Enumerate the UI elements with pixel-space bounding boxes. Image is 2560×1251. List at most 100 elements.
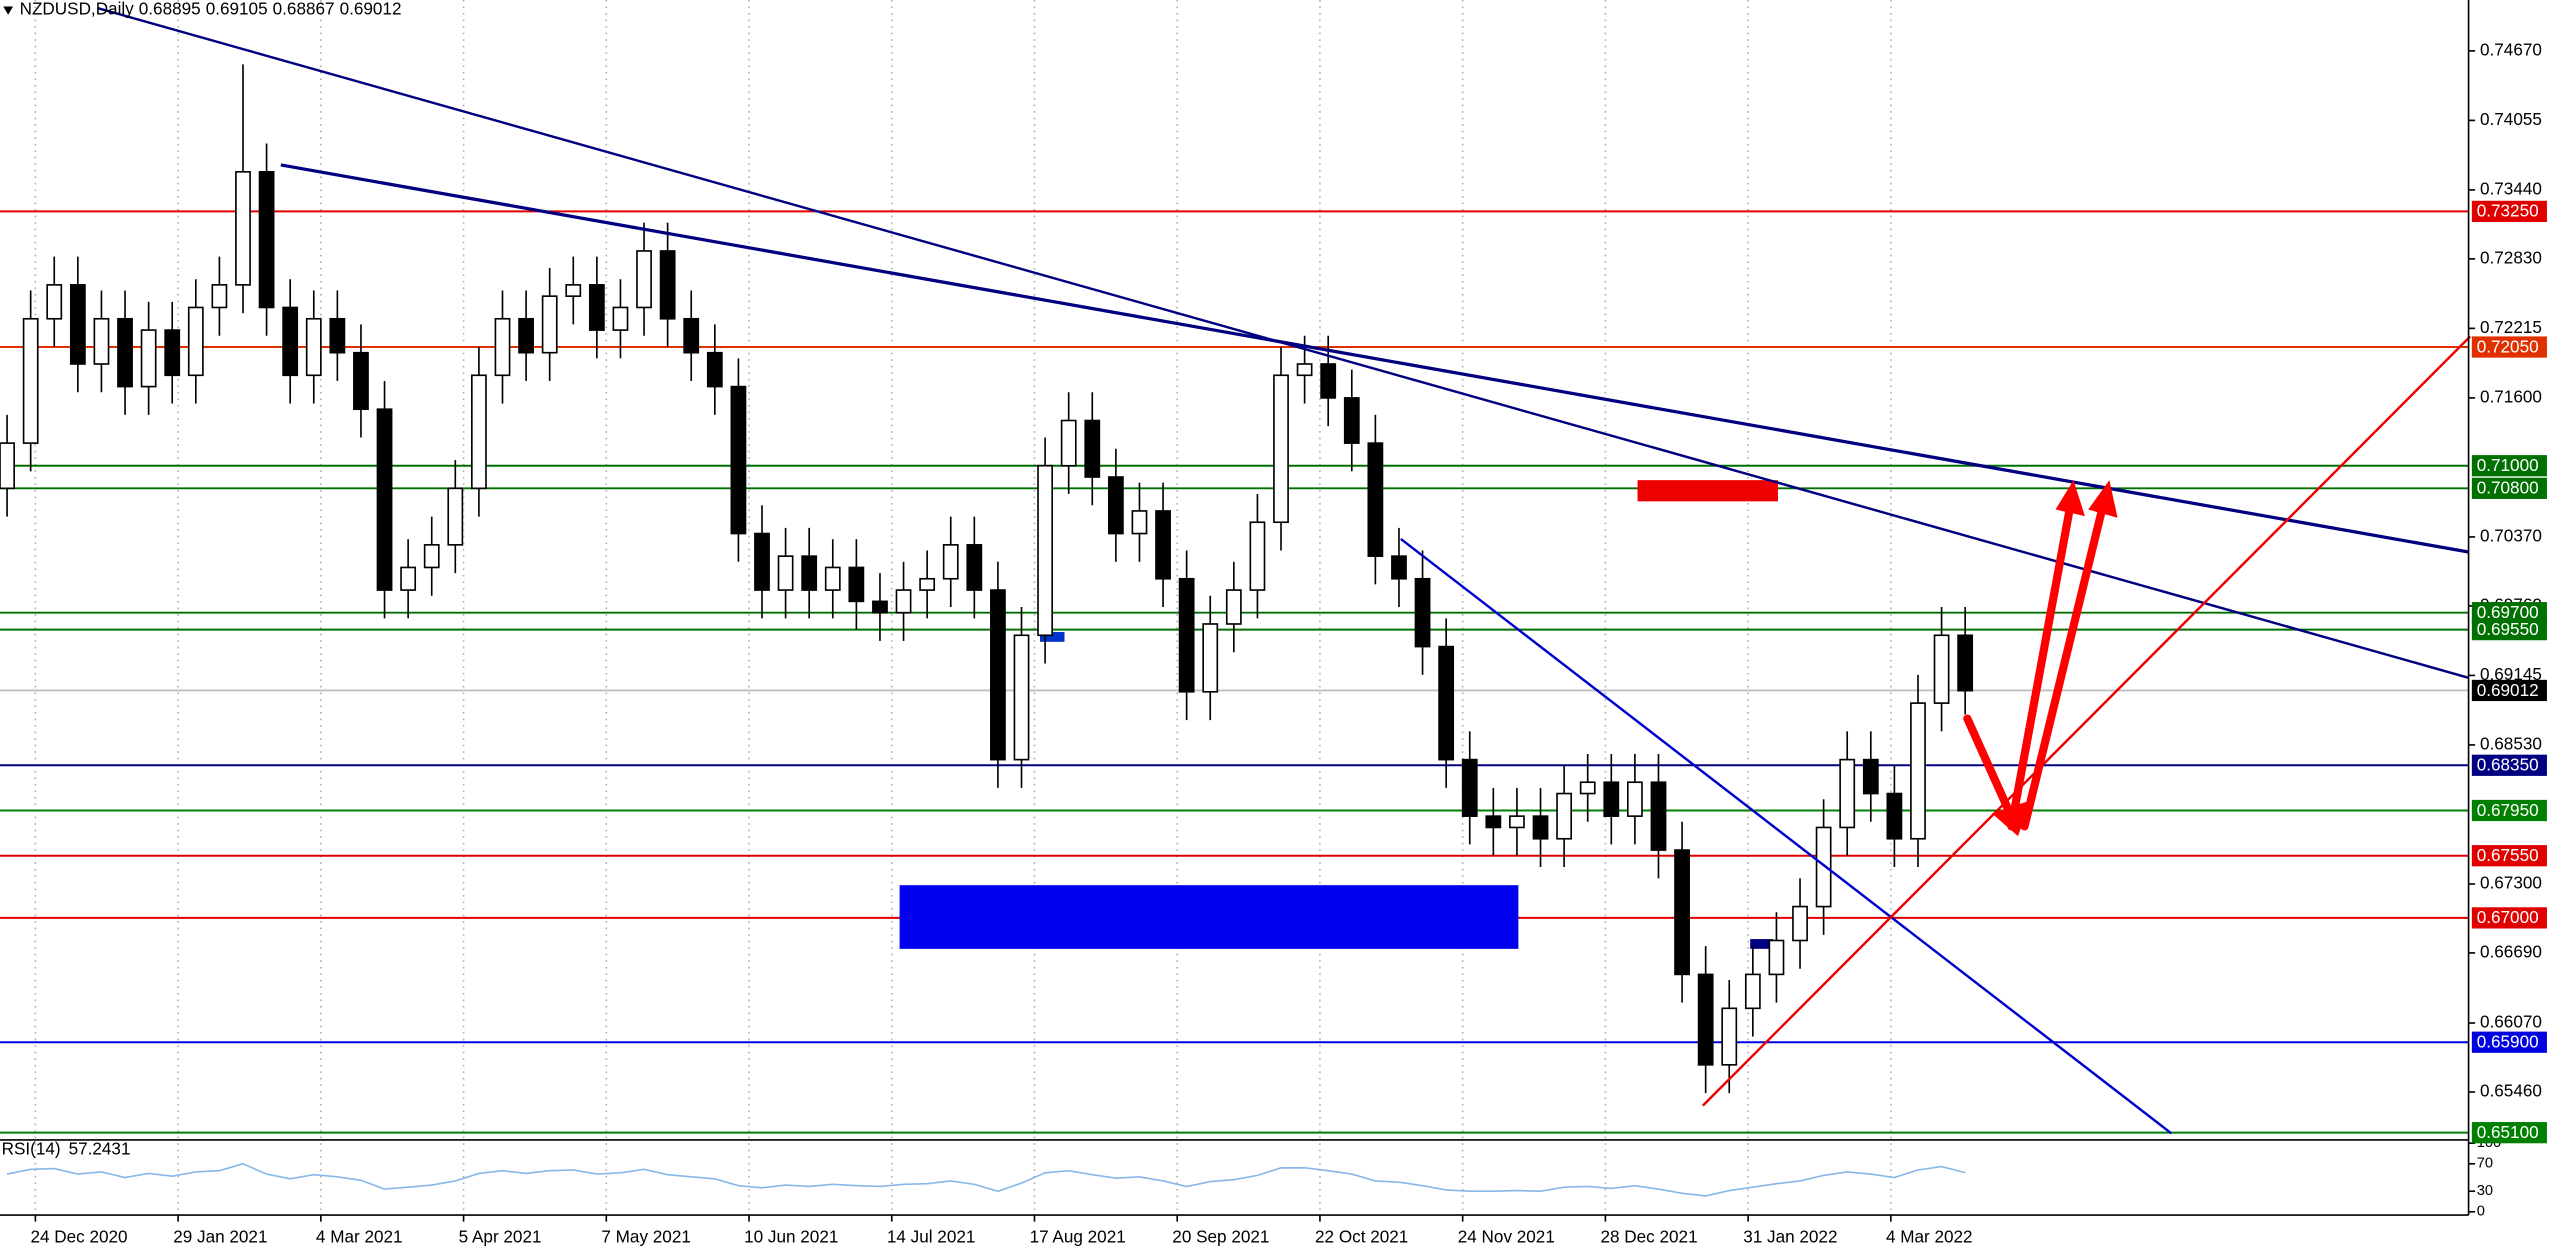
candle-body <box>329 317 346 354</box>
candle-body <box>1084 419 1101 478</box>
x-tick-label: 14 Jul 2021 <box>887 1226 976 1246</box>
x-tick-label: 10 Jun 2021 <box>744 1226 838 1246</box>
candle-body <box>1225 589 1242 625</box>
candle-body <box>612 306 629 331</box>
menu-triangle[interactable] <box>3 6 14 15</box>
candle-body <box>636 250 652 309</box>
candle-body <box>187 306 204 377</box>
candle-body <box>1603 781 1620 817</box>
level-price-label: 0.71000 <box>2477 455 2539 475</box>
y-tick-label: 0.72830 <box>2480 247 2542 267</box>
y-tick-label: 0.66690 <box>2480 941 2542 961</box>
candle-body <box>942 544 959 580</box>
axes: 24 Dec 2020 29 Jan 2021 4 Mar 2021 5 Apr 20… <box>30 39 2547 1246</box>
trendline <box>1701 335 2472 1107</box>
candle-body <box>93 317 110 365</box>
level-price-box <box>2471 1031 2547 1053</box>
candle-body <box>0 442 15 490</box>
candle-body <box>400 566 417 591</box>
trendline <box>1400 537 2173 1135</box>
demand-zone <box>899 885 1519 949</box>
ohlc-value: 0.68867 <box>273 0 335 18</box>
arrow-head <box>2088 480 2118 518</box>
y-tick-label: 0.74670 <box>2480 39 2542 59</box>
candle-body <box>1461 758 1478 817</box>
candle-body <box>659 250 676 320</box>
level-price-box <box>2471 679 2547 702</box>
candle-body <box>1320 363 1337 399</box>
level-price-label: 0.69550 <box>2477 619 2539 639</box>
arrow <box>2020 502 2107 831</box>
candle-body <box>1060 419 1077 467</box>
y-tick-label: 0.67300 <box>2480 873 2542 893</box>
arrow-head <box>1991 800 2032 837</box>
x-tick-label: 5 Apr 2021 <box>459 1226 542 1246</box>
candle-body <box>1296 363 1313 377</box>
level-price-box <box>2471 754 2547 776</box>
level-price-label: 0.67000 <box>2477 907 2539 927</box>
candle-body <box>683 317 700 354</box>
candle-body <box>966 544 983 591</box>
candle-body <box>1839 758 1856 829</box>
candle-body <box>588 284 605 331</box>
y-tick-label: 0.68530 <box>2480 733 2542 753</box>
y-tick-label: 0.69145 <box>2480 664 2542 684</box>
small-zone <box>1750 939 1774 949</box>
candle-body <box>706 351 723 388</box>
candle-body <box>305 317 322 377</box>
candle-body <box>1556 792 1573 840</box>
x-tick-label: 24 Nov 2021 <box>1458 1226 1555 1246</box>
arrow <box>2007 502 2075 831</box>
x-tick-label: 28 Dec 2021 <box>1601 1226 1698 1246</box>
candle-body <box>1249 521 1266 591</box>
candle-body <box>1367 442 1384 557</box>
candle-body <box>895 589 912 614</box>
small-zone <box>1040 632 1065 642</box>
level-price-box <box>2471 477 2547 499</box>
level-price-box <box>2471 845 2547 867</box>
candle-body <box>282 306 299 377</box>
candle-body <box>211 284 228 309</box>
level-price-label: 0.68350 <box>2477 755 2539 775</box>
x-tick-label: 17 Aug 2021 <box>1030 1226 1126 1246</box>
level-price-label: 0.69012 <box>2477 680 2539 700</box>
candle-body <box>164 329 181 377</box>
arrow-head <box>2055 480 2085 517</box>
y-tick-label: 0.74055 <box>2480 109 2542 129</box>
rsi-line <box>6 1162 1966 1197</box>
candle-body <box>1107 476 1124 535</box>
candle-body <box>22 317 39 444</box>
y-tick-label: 0.65460 <box>2480 1080 2542 1100</box>
trendline <box>280 163 2469 554</box>
level-price-box <box>2471 907 2547 929</box>
candle-body <box>1957 634 1974 692</box>
rsi-tick-label: 70 <box>2477 1156 2493 1172</box>
rsi-tick-label: 30 <box>2477 1183 2493 1199</box>
candle-body <box>1792 905 1808 942</box>
chart-title: NZDUSD,Daily <box>20 0 135 18</box>
rsi-name: RSI(14) <box>2 1138 61 1158</box>
grid <box>34 0 1892 1216</box>
candle-body <box>1910 702 1926 840</box>
candle-body <box>1343 397 1360 444</box>
level-price-box <box>2471 1122 2547 1144</box>
candle-body <box>1391 555 1407 580</box>
candle-body <box>69 284 86 365</box>
x-tick-label: 24 Dec 2020 <box>30 1226 127 1246</box>
candle-body <box>1626 781 1643 817</box>
x-tick-label: 31 Jan 2022 <box>1743 1226 1837 1246</box>
candle-body <box>990 589 1006 761</box>
y-tick-label: 0.73440 <box>2480 178 2542 198</box>
candle-body <box>1202 623 1219 693</box>
arrow <box>1963 714 2016 821</box>
x-tick-label: 29 Jan 2021 <box>173 1226 267 1246</box>
candles <box>0 64 1974 1094</box>
x-tick-label: 22 Oct 2021 <box>1315 1226 1408 1246</box>
candle-body <box>447 487 464 546</box>
level-price-label: 0.67550 <box>2477 845 2539 865</box>
candle-body <box>730 385 747 535</box>
candle-body <box>1886 792 1903 840</box>
rsi-value: 57.2431 <box>69 1138 131 1158</box>
candle-body <box>258 171 275 309</box>
